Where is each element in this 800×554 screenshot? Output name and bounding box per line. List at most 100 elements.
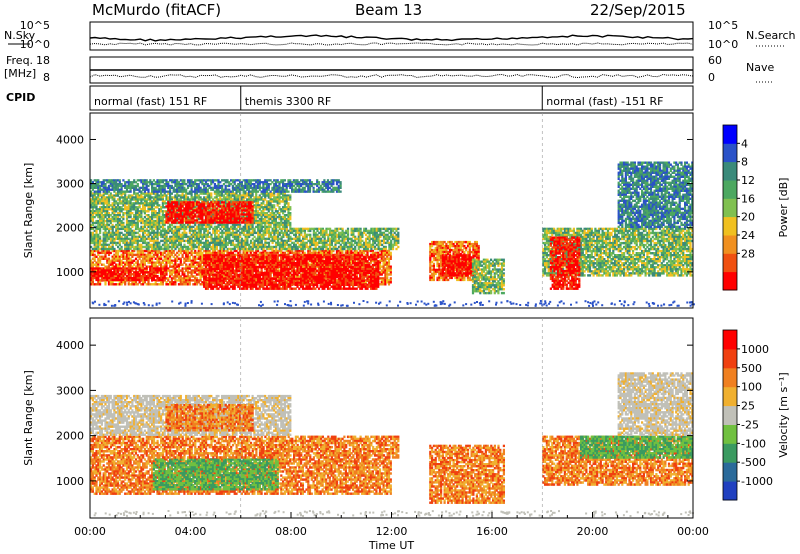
- power-cell: [303, 269, 306, 273]
- power-cell: [361, 264, 364, 267]
- power-cell: [287, 285, 290, 288]
- power-cell: [217, 283, 220, 286]
- cpid-frame: [89, 85, 694, 111]
- power-cell: [111, 267, 114, 270]
- power-cell: [134, 281, 138, 284]
- power-cell: [314, 253, 317, 257]
- power-cell: [260, 264, 263, 267]
- power-cell: [312, 287, 315, 290]
- noise-tick-right-top: 10^5: [708, 19, 738, 32]
- power-cell: [212, 265, 215, 268]
- power-cell: [221, 283, 224, 286]
- power-cell: [384, 251, 387, 255]
- power-cell: [228, 273, 231, 277]
- power-cell: [373, 285, 376, 288]
- power-cell: [161, 269, 164, 272]
- power-cell: [373, 273, 376, 276]
- power-cell: [129, 263, 132, 266]
- power-cell: [242, 279, 245, 283]
- power-cell: [160, 273, 163, 276]
- power-cell: [188, 279, 191, 282]
- power-cell: [212, 251, 215, 255]
- power-cell: [246, 275, 249, 279]
- power-cell: [307, 277, 310, 280]
- power-cell: [208, 265, 211, 269]
- power-cell: [124, 279, 127, 282]
- power-cell: [256, 287, 260, 290]
- power-cell: [323, 283, 326, 286]
- power-cell: [321, 275, 324, 279]
- power-cell: [337, 271, 340, 274]
- power-cell: [172, 251, 175, 255]
- power-cell: [269, 251, 272, 255]
- power-cell: [267, 267, 270, 270]
- power-cell: [230, 279, 233, 283]
- power-cell: [212, 281, 215, 284]
- power-cell: [160, 255, 163, 258]
- power-cell: [188, 259, 191, 262]
- power-cell: [283, 279, 286, 283]
- power-cell: [359, 262, 362, 265]
- power-cell: [181, 249, 184, 253]
- power-cell: [321, 265, 324, 268]
- power-cell: [226, 269, 229, 272]
- power-cell: [90, 276, 93, 280]
- power-cell: [172, 283, 175, 286]
- power-cell: [115, 253, 118, 257]
- power-cell: [278, 261, 281, 264]
- power-cell: [305, 260, 308, 263]
- power-cell: [91, 257, 94, 260]
- power-cell: [158, 243, 161, 247]
- power-cell: [177, 279, 181, 282]
- power-cell: [102, 269, 105, 272]
- power-cell: [203, 277, 206, 281]
- power-cell: [382, 271, 385, 274]
- power-cell: [364, 249, 367, 253]
- power-cell: [389, 251, 392, 255]
- power-cell: [222, 275, 225, 278]
- power-cell: [125, 259, 129, 262]
- power-cell: [296, 259, 299, 262]
- power-cell: [127, 253, 130, 257]
- power-cell: [201, 273, 204, 276]
- power-cell: [366, 261, 369, 264]
- power-cell: [267, 281, 270, 284]
- power-cell: [256, 277, 260, 281]
- power-cell: [357, 269, 360, 273]
- power-cell: [217, 256, 220, 259]
- power-cell: [344, 273, 347, 277]
- power-cell: [300, 281, 303, 284]
- power-cell: [140, 267, 143, 270]
- power-cell: [237, 267, 240, 271]
- power-cell: [217, 279, 220, 283]
- power-cell: [167, 269, 170, 272]
- power-cell: [361, 287, 364, 290]
- power-cell: [176, 275, 179, 278]
- power-cell: [292, 279, 295, 283]
- power-cell: [233, 258, 236, 261]
- power-cell: [339, 273, 342, 277]
- power-cell: [221, 262, 224, 265]
- power-cell: [122, 257, 125, 260]
- power-cell: [375, 269, 378, 273]
- power-cell: [375, 273, 378, 277]
- power-cell: [335, 279, 339, 282]
- power-cell: [384, 271, 387, 274]
- power-cell: [246, 254, 249, 257]
- power-cell: [312, 267, 315, 271]
- power-cell: [264, 256, 267, 259]
- power-cell: [120, 255, 123, 258]
- power-cell: [330, 258, 333, 261]
- power-cell: [174, 277, 177, 280]
- power-cell: [97, 261, 100, 264]
- power-cell: [362, 273, 365, 277]
- power-cell: [308, 258, 312, 261]
- power-cell: [343, 259, 346, 262]
- power-cell: [319, 267, 322, 271]
- power-cell: [115, 276, 118, 280]
- power-cell: [282, 264, 285, 267]
- power-cell: [258, 264, 261, 267]
- power-cell: [316, 275, 319, 279]
- power-cell: [278, 273, 281, 277]
- power-cell: [224, 275, 227, 278]
